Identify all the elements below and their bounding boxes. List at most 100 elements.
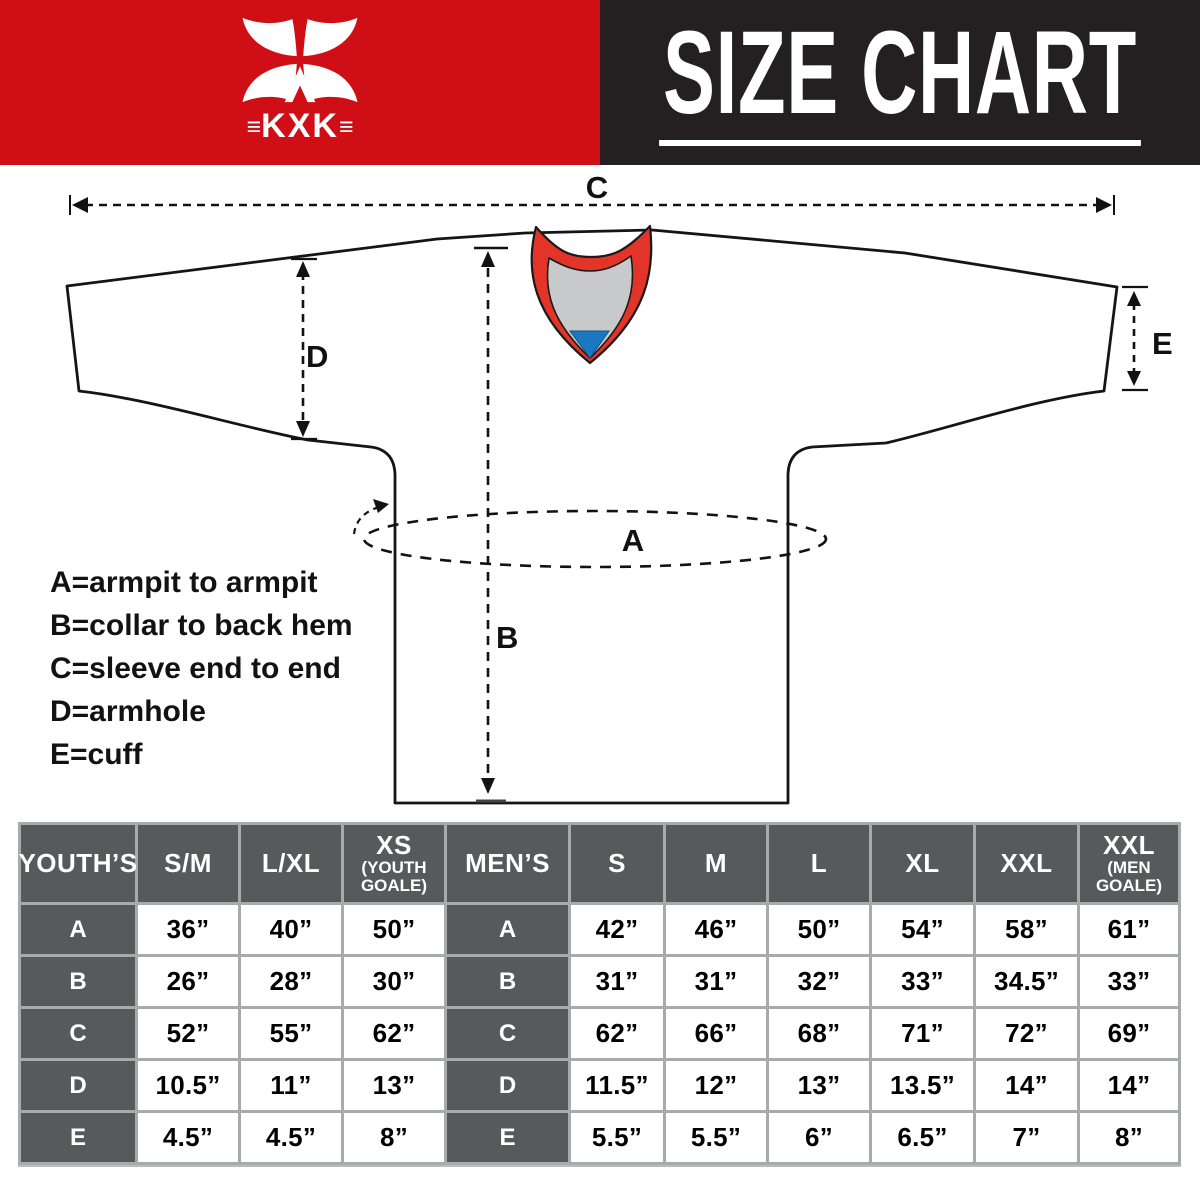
size-cell-youth-E-1: 4.5”: [241, 1113, 341, 1162]
size-cell-men-D-4: 14”: [976, 1061, 1077, 1110]
size-cell-youth-D-0: 10.5”: [138, 1061, 238, 1110]
column-header-l: L: [769, 825, 869, 902]
size-cell-men-B-4: 34.5”: [976, 957, 1077, 1006]
size-table: YOUTH’S S/M L/XL XS (YOUTH GOALE) MEN’S S M L XL X…: [18, 822, 1181, 1165]
size-cell-men-D-1: 12”: [666, 1061, 766, 1110]
title-panel: SIZE CHART: [600, 0, 1200, 165]
size-cell-youth-E-2: 8”: [344, 1113, 444, 1162]
size-cell-men-C-5: 69”: [1080, 1009, 1178, 1058]
row-label-youth-A: A: [21, 905, 135, 954]
size-cell-men-C-0: 62”: [571, 1009, 663, 1058]
measure-label-a: A: [622, 523, 644, 558]
column-header-xl: XL: [872, 825, 973, 902]
row-label-men-B: B: [447, 957, 568, 1006]
measure-arrow-d: [291, 257, 317, 441]
measure-arrow-b: [474, 246, 508, 803]
measure-ellipse-a-arrowhead: [373, 499, 389, 513]
size-cell-youth-A-0: 36”: [138, 905, 238, 954]
measure-label-e: E: [1152, 326, 1173, 361]
size-cell-men-E-3: 6.5”: [872, 1113, 973, 1162]
row-label-youth-C: C: [21, 1009, 135, 1058]
column-header-label: S: [608, 847, 626, 878]
jersey-measurement-diagram: C D B E A: [65, 170, 1173, 805]
size-cell-youth-C-2: 62”: [344, 1009, 444, 1058]
column-header-xxl: XXL: [976, 825, 1077, 902]
size-cell-men-D-2: 13”: [769, 1061, 869, 1110]
size-cell-men-B-0: 31”: [571, 957, 663, 1006]
row-label-youth-B: B: [21, 957, 135, 1006]
size-cell-youth-B-1: 28”: [241, 957, 341, 1006]
size-cell-men-A-2: 50”: [769, 905, 869, 954]
legend-line-c: C=sleeve end to end: [50, 652, 341, 685]
column-header-subnote: (MEN GOALE): [1095, 858, 1163, 896]
column-header-label: MEN’S: [465, 847, 550, 878]
brand-panel: ≡KXK≡: [0, 0, 600, 165]
size-cell-men-A-5: 61”: [1080, 905, 1178, 954]
legend-line-d: D=armhole: [50, 695, 206, 728]
column-header-subnote: (YOUTH GOALE): [360, 858, 428, 896]
legend-line-b: B=collar to back hem: [50, 609, 353, 642]
column-header-l-xl: L/XL: [241, 825, 341, 902]
column-header-m: M: [666, 825, 766, 902]
header-banner: ≡KXK≡ SIZE CHART: [0, 0, 1200, 165]
row-label-men-C: C: [447, 1009, 568, 1058]
column-header-label: XS: [376, 830, 412, 860]
brand-name: KXK: [261, 107, 339, 145]
measurement-legend: A=armpit to armpit B=collar to back hem …: [50, 561, 353, 776]
size-cell-youth-D-1: 11”: [241, 1061, 341, 1110]
size-cell-men-D-3: 13.5”: [872, 1061, 973, 1110]
column-header-label: M: [704, 847, 728, 878]
size-cell-youth-C-1: 55”: [241, 1009, 341, 1058]
row-label-men-E: E: [447, 1113, 568, 1162]
size-cell-men-E-5: 8”: [1080, 1113, 1178, 1162]
size-cell-men-B-5: 33”: [1080, 957, 1178, 1006]
size-cell-youth-A-2: 50”: [344, 905, 444, 954]
size-cell-men-A-0: 42”: [571, 905, 663, 954]
collar-blue-insert: [569, 330, 610, 359]
column-header-xs-goalie: XS (YOUTH GOALE): [344, 825, 444, 902]
column-header-label: S/M: [164, 847, 212, 878]
size-cell-men-E-2: 6”: [769, 1113, 869, 1162]
size-cell-men-B-2: 32”: [769, 957, 869, 1006]
column-header-label: XL: [905, 847, 940, 878]
size-cell-men-C-1: 66”: [666, 1009, 766, 1058]
column-header-men-s: MEN’S: [447, 825, 568, 902]
column-header-s-m: S/M: [138, 825, 238, 902]
measure-arrow-c: [69, 195, 1115, 215]
size-cell-men-D-0: 11.5”: [571, 1061, 663, 1110]
size-cell-youth-B-2: 30”: [344, 957, 444, 1006]
column-header-label: XXL: [1102, 830, 1156, 860]
size-cell-youth-B-0: 26”: [138, 957, 238, 1006]
size-cell-youth-C-0: 52”: [138, 1009, 238, 1058]
size-cell-men-E-1: 5.5”: [666, 1113, 766, 1162]
brand-bar-left: ≡: [246, 113, 262, 141]
page-title: SIZE CHART: [659, 14, 1141, 146]
measure-label-b: B: [496, 620, 518, 655]
size-cell-men-A-4: 58”: [976, 905, 1077, 954]
column-header-xxl-goalie: XXL (MEN GOALE): [1080, 825, 1178, 902]
size-cell-men-B-3: 33”: [872, 957, 973, 1006]
size-cell-men-A-1: 46”: [666, 905, 766, 954]
size-cell-men-A-3: 54”: [872, 905, 973, 954]
legend-line-e: E=cuff: [50, 738, 143, 771]
jersey-outline: [65, 228, 1119, 805]
size-cell-youth-E-0: 4.5”: [138, 1113, 238, 1162]
row-label-youth-E: E: [21, 1113, 135, 1162]
column-header-label: L: [810, 847, 828, 878]
kxk-logo-icon: [242, 17, 358, 103]
legend-line-a: A=armpit to armpit: [50, 566, 318, 599]
measure-ellipse-a: [362, 509, 828, 569]
measure-ellipse-a-curl: [352, 505, 380, 535]
column-header-label: YOUTH’S: [18, 847, 138, 878]
measure-label-d: D: [306, 339, 328, 374]
size-cell-youth-A-1: 40”: [241, 905, 341, 954]
column-header-label: L/XL: [261, 847, 321, 878]
brand-wordmark: ≡KXK≡: [0, 108, 600, 145]
size-cell-men-C-2: 68”: [769, 1009, 869, 1058]
size-cell-men-C-3: 71”: [872, 1009, 973, 1058]
size-cell-men-E-4: 7”: [976, 1113, 1077, 1162]
row-label-men-D: D: [447, 1061, 568, 1110]
measure-label-c: C: [586, 170, 608, 205]
column-header-s: S: [571, 825, 663, 902]
size-cell-men-B-1: 31”: [666, 957, 766, 1006]
